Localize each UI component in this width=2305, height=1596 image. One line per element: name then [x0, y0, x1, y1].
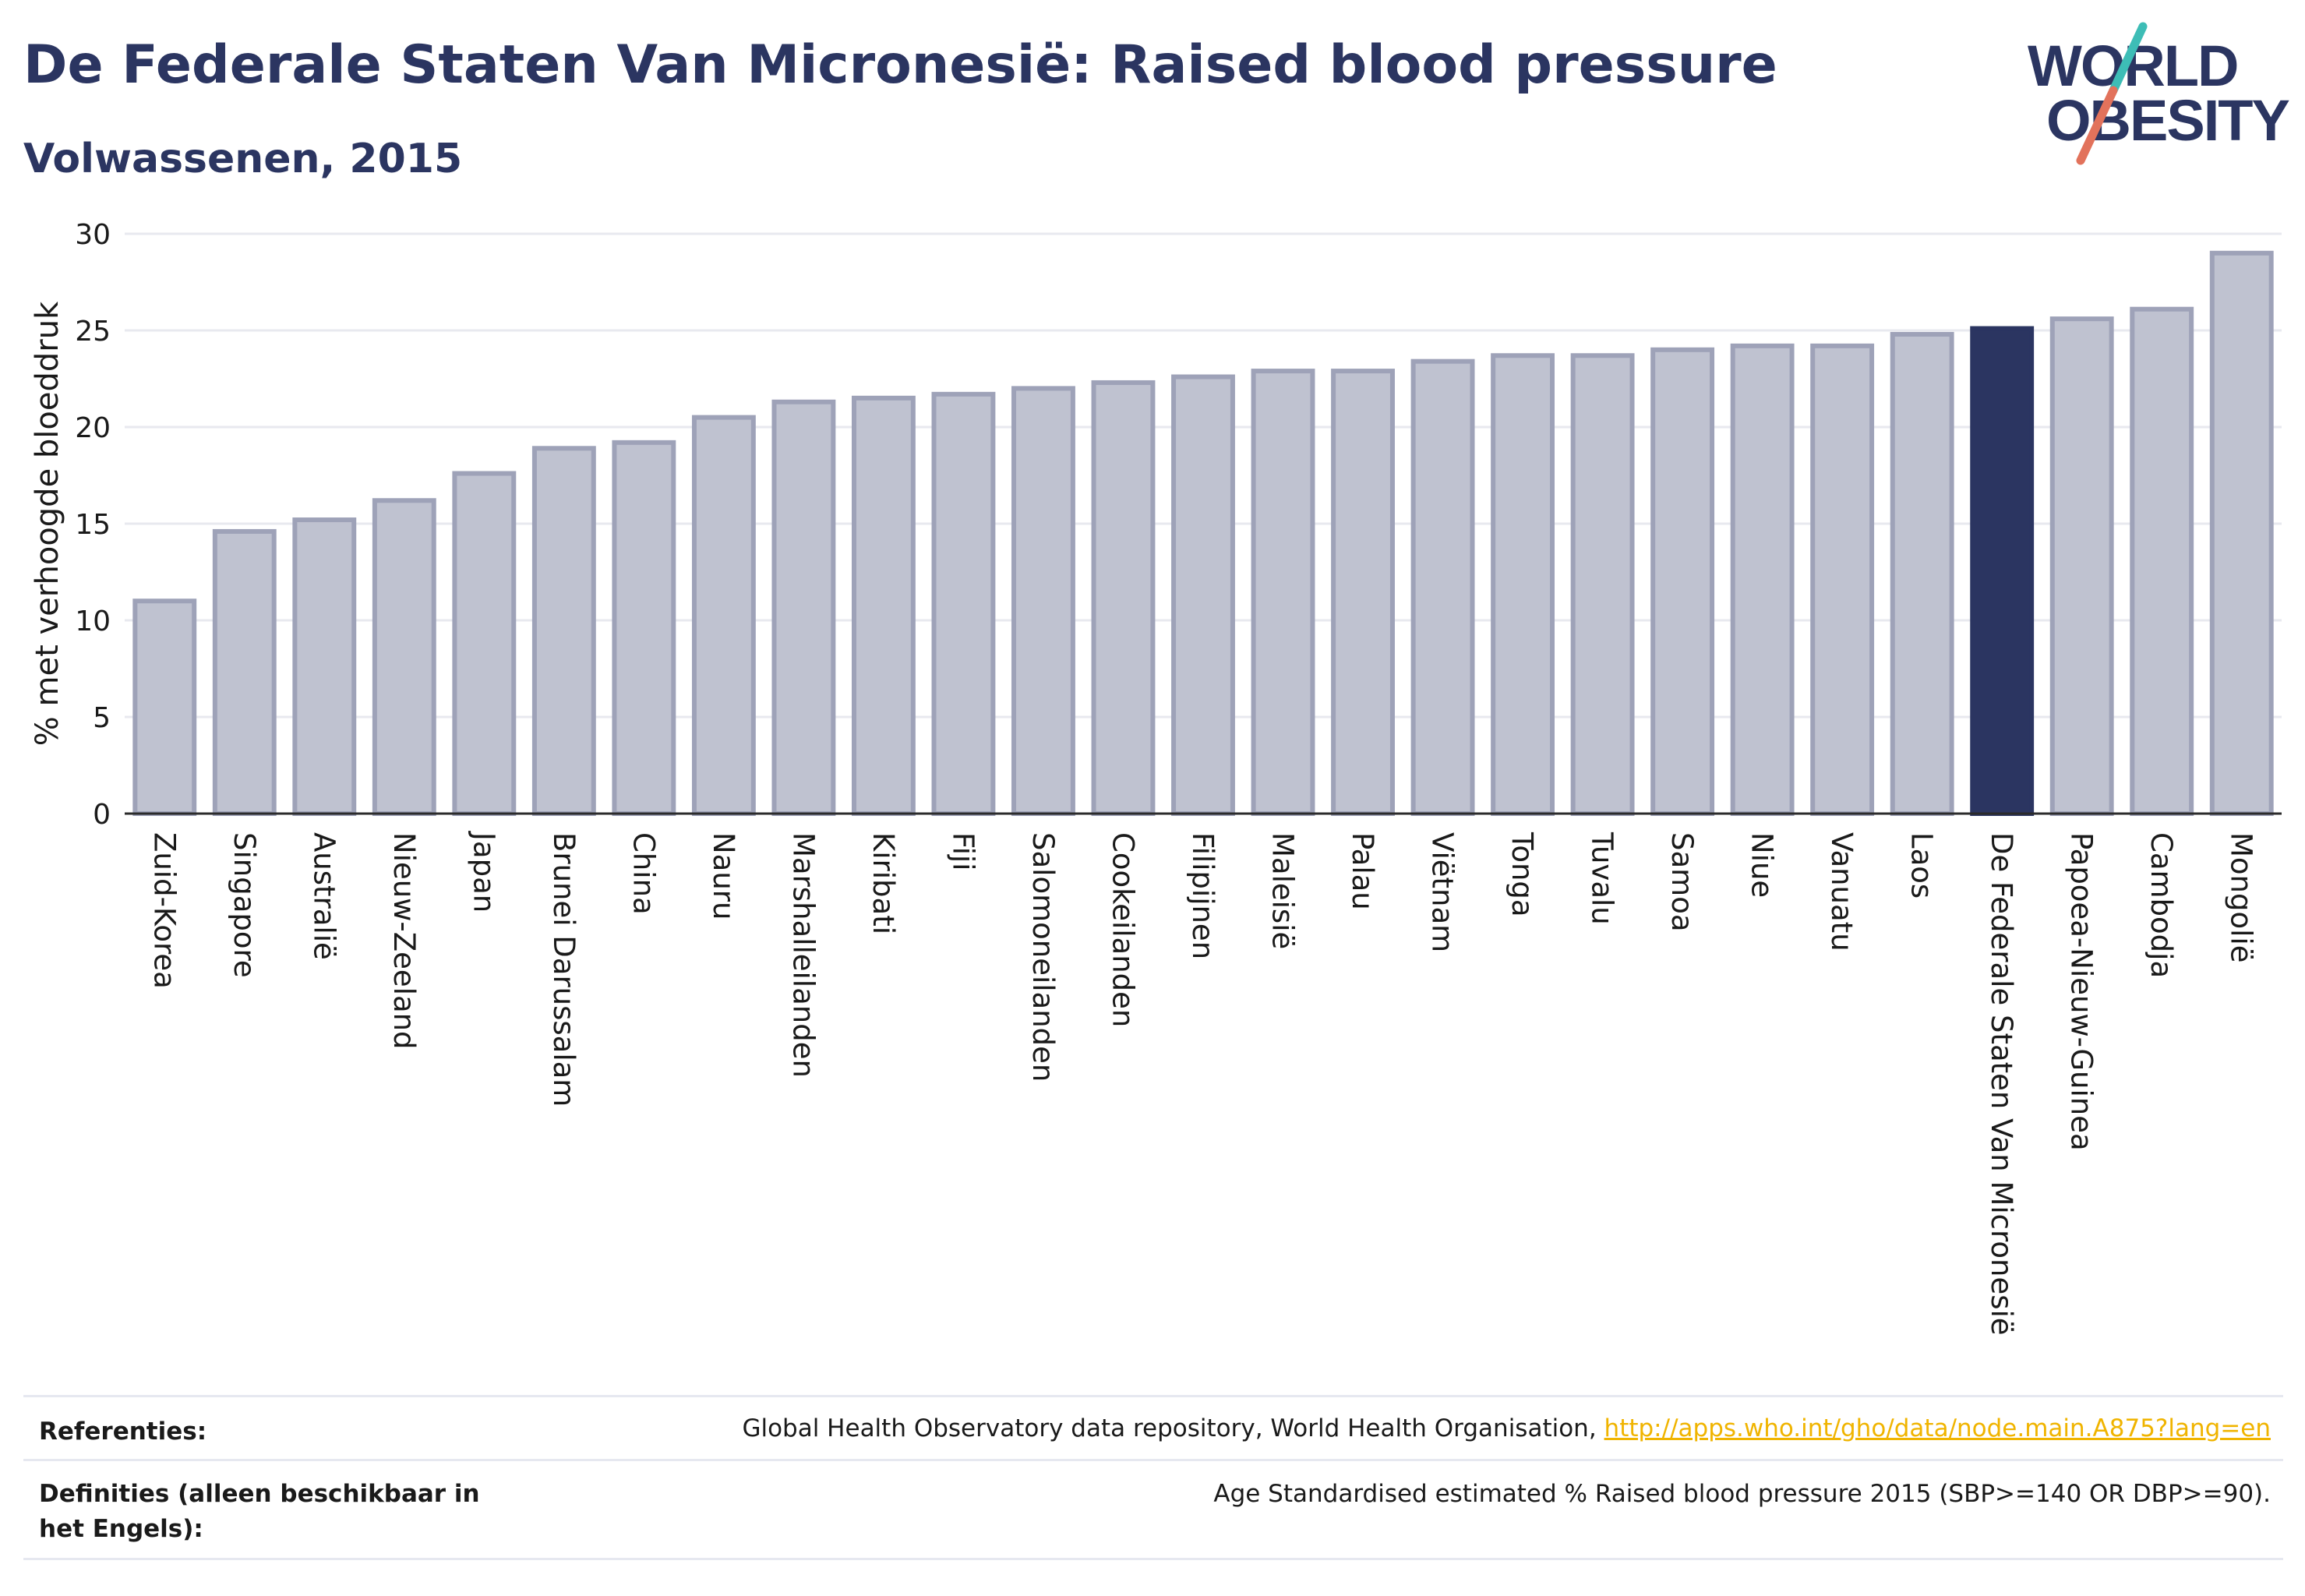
y-tick-label: 25 — [75, 316, 111, 348]
bar — [1011, 386, 1075, 816]
y-tick-label: 5 — [93, 702, 111, 734]
bar — [1091, 380, 1156, 816]
bar — [2049, 316, 2114, 816]
bar — [531, 446, 596, 817]
x-tick-label: China — [627, 832, 660, 915]
references-text: Global Health Observatory data repositor… — [742, 1414, 1604, 1442]
x-tick-label: De Federale Staten Van Micronesië — [1985, 832, 2018, 1336]
bar — [1410, 358, 1475, 816]
bar — [212, 528, 277, 816]
bar — [2130, 306, 2194, 817]
x-tick-label: Australië — [307, 832, 341, 960]
x-tick-label: Mongolië — [2225, 832, 2258, 962]
x-tick-label: Nieuw-Zeeland — [387, 832, 421, 1050]
bar — [1171, 374, 1235, 816]
bar — [931, 391, 996, 816]
definitions-label: Definities (alleen beschikbaar in het En… — [39, 1480, 480, 1543]
bar-highlight — [1970, 326, 2035, 816]
bar — [771, 399, 836, 816]
x-tick-label: Vanuatu — [1825, 832, 1858, 952]
bar — [452, 471, 517, 817]
x-tick-label: Marshalleilanden — [786, 832, 820, 1078]
x-tick-label: Cambodja — [2144, 832, 2178, 978]
x-tick-label: Palau — [1346, 832, 1379, 910]
bar — [1331, 369, 1395, 816]
x-tick-label: Singapore — [228, 832, 261, 978]
x-tick-label: Viëtnam — [1426, 832, 1460, 952]
bar — [851, 395, 916, 816]
bar — [1730, 343, 1795, 816]
x-tick-label: Tonga — [1505, 832, 1539, 917]
x-tick-label: Zuid-Korea — [147, 832, 181, 989]
x-tick-label: Papoea-Nieuw-Guinea — [2065, 832, 2099, 1151]
y-tick-label: 10 — [75, 606, 111, 637]
bar — [691, 415, 756, 816]
bar-chart: 0 5 10 15 20 25 30 % met verhoogde bloeddruk Zui… — [30, 219, 2282, 1336]
references-value: Global Health Observatory data repositor… — [742, 1414, 2271, 1442]
x-tick-label: Tuvalu — [1586, 832, 1619, 925]
bar — [1491, 353, 1555, 816]
x-tick-label: Samoa — [1665, 832, 1699, 932]
bar — [1570, 353, 1635, 816]
y-tick-label: 0 — [93, 799, 111, 831]
bar — [292, 517, 357, 816]
x-tick-label: Brunei Darussalam — [547, 832, 581, 1107]
x-tick-label: Maleisië — [1266, 832, 1300, 949]
x-tick-label: Fiji — [946, 832, 980, 870]
definitions-value: Age Standardised estimated % Raised bloo… — [1213, 1480, 2271, 1508]
bar — [2209, 250, 2274, 816]
x-tick-label: Laos — [1905, 832, 1939, 899]
y-tick-label: 30 — [75, 219, 111, 251]
x-tick-label: Japan — [467, 831, 500, 913]
y-tick-label: 20 — [75, 412, 111, 444]
bar — [372, 498, 436, 816]
bar — [132, 598, 197, 816]
references-label: Referenties: — [39, 1418, 207, 1446]
bar — [612, 440, 676, 817]
x-tick-label: Niue — [1746, 832, 1779, 898]
x-tick-label: Nauru — [707, 832, 740, 920]
bar — [1890, 331, 1954, 816]
y-axis-label: % met verhoogde bloeddruk — [30, 301, 65, 746]
bar — [1650, 347, 1715, 816]
references-row: Referenties: Global Health Observatory d… — [23, 1395, 2283, 1461]
x-tick-label: Salomoneilanden — [1026, 832, 1060, 1082]
y-tick-label: 15 — [75, 509, 111, 541]
x-tick-label: Filipijnen — [1186, 832, 1220, 959]
logo-slash-top — [2109, 22, 2148, 95]
page-title: De Federale Staten Van Micronesië: Raise… — [23, 34, 1777, 96]
references-link[interactable]: http://apps.who.int/gho/data/node.main.A… — [1604, 1414, 2271, 1442]
bar — [1810, 343, 1875, 816]
logo-slash-bottom — [2076, 86, 2118, 165]
definitions-row: Definities (alleen beschikbaar in het En… — [23, 1459, 2283, 1560]
x-tick-label: Cookeilanden — [1106, 832, 1139, 1027]
page-subtitle: Volwassenen, 2015 — [23, 136, 463, 182]
x-tick-label: Kiribati — [867, 832, 900, 934]
world-obesity-logo: WORLD OBESITY — [2028, 22, 2291, 165]
bar — [1251, 369, 1315, 816]
